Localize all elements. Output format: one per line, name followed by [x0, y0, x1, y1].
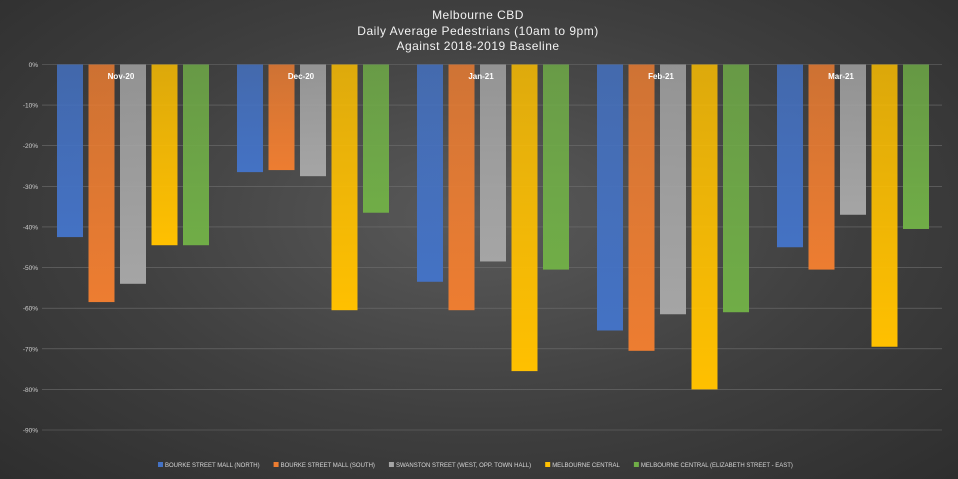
chart-title-line-3: Against 2018-2019 Baseline: [396, 39, 559, 53]
category-labels: Nov-20 Dec-20 Jan-21 Feb-21 Mar-21: [108, 72, 855, 81]
bar-nov-20-bourke-street-mall-south: [88, 64, 115, 303]
bar-nov-20-melbourne-central-elizabeth-street-east: [183, 64, 209, 246]
bar-dec-20-melbourne-central: [331, 64, 358, 311]
bar-nov-20-bourke-street-mall-north: [57, 64, 83, 238]
bar-feb-21-swanston-street-west-opp-town-hall: [660, 64, 686, 315]
y-tick-label: -40%: [23, 224, 38, 231]
bar-mar-21-swanston-street-west-opp-town-hall: [840, 64, 866, 215]
bar-mar-21-bourke-street-mall-north: [777, 64, 803, 248]
category-label-mar-21: Mar-21: [828, 72, 854, 81]
legend-label-bourke-street-mall-south: BOURKE STREET MALL (SOUTH): [281, 463, 375, 469]
y-tick-label: -50%: [23, 265, 38, 272]
y-tick-label: -10%: [23, 103, 38, 110]
bar-feb-21-melbourne-central: [691, 64, 718, 390]
category-label-nov-20: Nov-20: [108, 72, 135, 81]
bar-feb-21-melbourne-central-elizabeth-street-east: [723, 64, 749, 313]
y-tick-label: -30%: [23, 184, 38, 191]
category-label-dec-20: Dec-20: [288, 72, 315, 81]
chart-title: Melbourne CBD Daily Average Pedestrians …: [357, 8, 598, 53]
bar-nov-20-melbourne-central: [151, 64, 178, 246]
y-tick-label: -90%: [23, 428, 38, 435]
legend-swatch-bourke-street-mall-south: [273, 462, 279, 467]
bar-dec-20-melbourne-central-elizabeth-street-east: [363, 64, 389, 213]
legend-swatch-melbourne-central-elizabeth-street-east: [633, 462, 639, 467]
bars: [57, 64, 929, 390]
category-label-feb-21: Feb-21: [648, 72, 674, 81]
y-tick-label: 0%: [29, 62, 39, 69]
y-tick-label: -70%: [23, 346, 38, 353]
legend-label-melbourne-central-elizabeth-street-east: MELBOURNE CENTRAL (ELIZABETH STREET - EA…: [641, 463, 793, 469]
bar-jan-21-melbourne-central: [511, 64, 538, 372]
legend-swatch-swanston-street-west-opp-town-hall: [388, 462, 394, 467]
bar-mar-21-bourke-street-mall-south: [808, 64, 835, 270]
bar-jan-21-bourke-street-mall-south: [448, 64, 475, 311]
legend-label-bourke-street-mall-north: BOURKE STREET MALL (NORTH): [165, 463, 260, 469]
legend: BOURKE STREET MALL (NORTH) BOURKE STREET …: [158, 462, 793, 469]
bar-nov-20-swanston-street-west-opp-town-hall: [120, 64, 146, 284]
bar-dec-20-bourke-street-mall-north: [237, 64, 263, 173]
legend-label-melbourne-central: MELBOURNE CENTRAL: [552, 463, 620, 469]
legend-label-swanston-street-west-opp-town-hall: SWANSTON STREET (WEST, OPP. TOWN HALL): [396, 463, 531, 469]
y-axis-ticks: 0% -10% -20% -30% -40% -50% -60% -70% -80% -90%: [23, 62, 38, 435]
bar-jan-21-swanston-street-west-opp-town-hall: [480, 64, 506, 262]
bar-mar-21-melbourne-central-elizabeth-street-east: [903, 64, 929, 229]
bar-dec-20-bourke-street-mall-south: [268, 64, 295, 171]
legend-swatch-melbourne-central: [545, 462, 551, 467]
y-tick-label: -20%: [23, 143, 38, 150]
bar-dec-20-swanston-street-west-opp-town-hall: [300, 64, 326, 177]
bar-jan-21-bourke-street-mall-north: [417, 64, 443, 282]
y-tick-label: -80%: [23, 387, 38, 394]
category-label-jan-21: Jan-21: [468, 72, 494, 81]
chart-title-line-1: Melbourne CBD: [432, 8, 524, 22]
y-tick-label: -60%: [23, 306, 38, 313]
bar-jan-21-melbourne-central-elizabeth-street-east: [543, 64, 569, 270]
legend-swatch-bourke-street-mall-north: [158, 462, 163, 467]
bar-feb-21-bourke-street-mall-north: [597, 64, 623, 331]
chart-title-line-2: Daily Average Pedestrians (10am to 9pm): [357, 24, 598, 38]
bar-feb-21-bourke-street-mall-south: [628, 64, 655, 351]
bar-mar-21-melbourne-central: [871, 64, 898, 347]
